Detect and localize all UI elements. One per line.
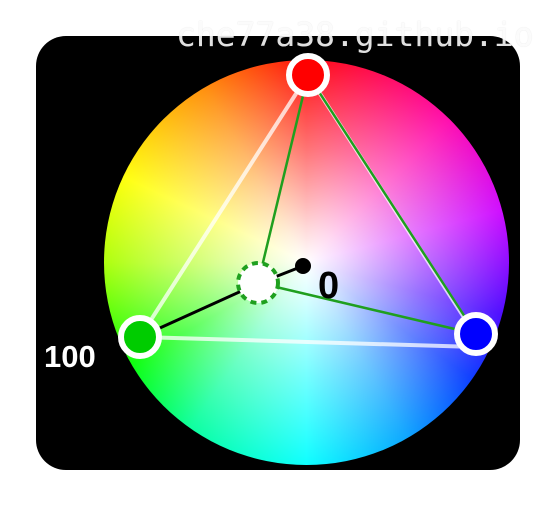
blue-handle[interactable] xyxy=(454,312,498,356)
link-center-blue xyxy=(258,281,477,336)
saturation-low-label: 0 xyxy=(318,265,340,307)
link-red-center xyxy=(257,74,310,280)
green-handle[interactable] xyxy=(118,315,162,359)
saturation-handle-icon[interactable] xyxy=(295,258,311,274)
red-handle[interactable] xyxy=(286,53,330,97)
link-red-blue xyxy=(306,74,478,335)
triangle-edge-red-green xyxy=(138,73,310,339)
triangle-edge-green-blue xyxy=(139,335,477,349)
saturation-high-label: 100 xyxy=(44,339,96,374)
center-handle[interactable] xyxy=(236,261,280,305)
